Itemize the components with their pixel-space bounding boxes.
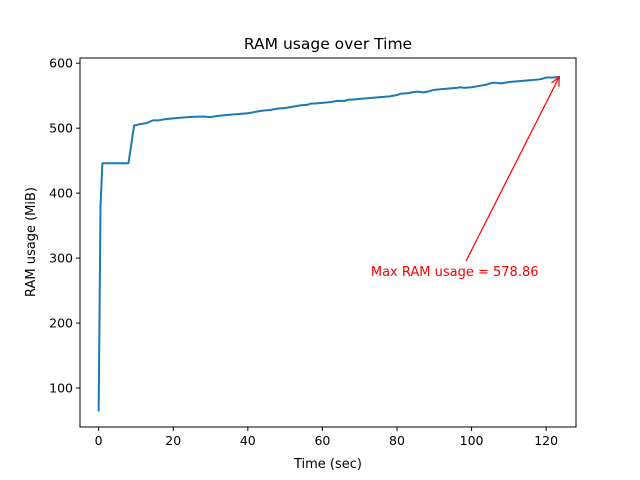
x-tick-label: 40: [240, 433, 256, 448]
max-ram-annotation-label: Max RAM usage = 578.86: [371, 265, 539, 280]
x-axis-label: Time (sec): [293, 457, 362, 472]
max-ram-annotation-arrow: [465, 76, 560, 262]
x-tick-label: 120: [534, 433, 558, 448]
x-tick-label: 80: [389, 433, 405, 448]
annotation-layer: Max RAM usage = 578.86: [371, 75, 560, 280]
y-tick-label: 400: [49, 186, 73, 201]
y-axis-label: RAM usage (MiB): [24, 187, 39, 297]
series-layer: [97, 75, 561, 412]
x-tick-label: 60: [314, 433, 330, 448]
y-axis-ticks: 100 200 300 400 500 600: [49, 56, 80, 396]
y-tick-label: 100: [49, 381, 73, 396]
x-tick-label: 20: [165, 433, 181, 448]
chart-title: RAM usage over Time: [244, 35, 412, 53]
plot-frame: [79, 57, 577, 428]
plot-area: 0 20 40 60 80 100 120 100 200 300 400 500 600 Max R…: [49, 56, 577, 448]
max-ram-annotation-arrowhead: [551, 75, 560, 87]
y-tick-label: 500: [49, 121, 73, 136]
x-tick-label: 0: [95, 433, 103, 448]
x-tick-label: 100: [460, 433, 484, 448]
y-tick-label: 200: [49, 316, 73, 331]
ram-usage-line: [97, 75, 561, 412]
y-tick-label: 300: [49, 251, 73, 266]
y-tick-label: 600: [49, 56, 73, 71]
x-axis-ticks: 0 20 40 60 80 100 120: [95, 427, 558, 448]
